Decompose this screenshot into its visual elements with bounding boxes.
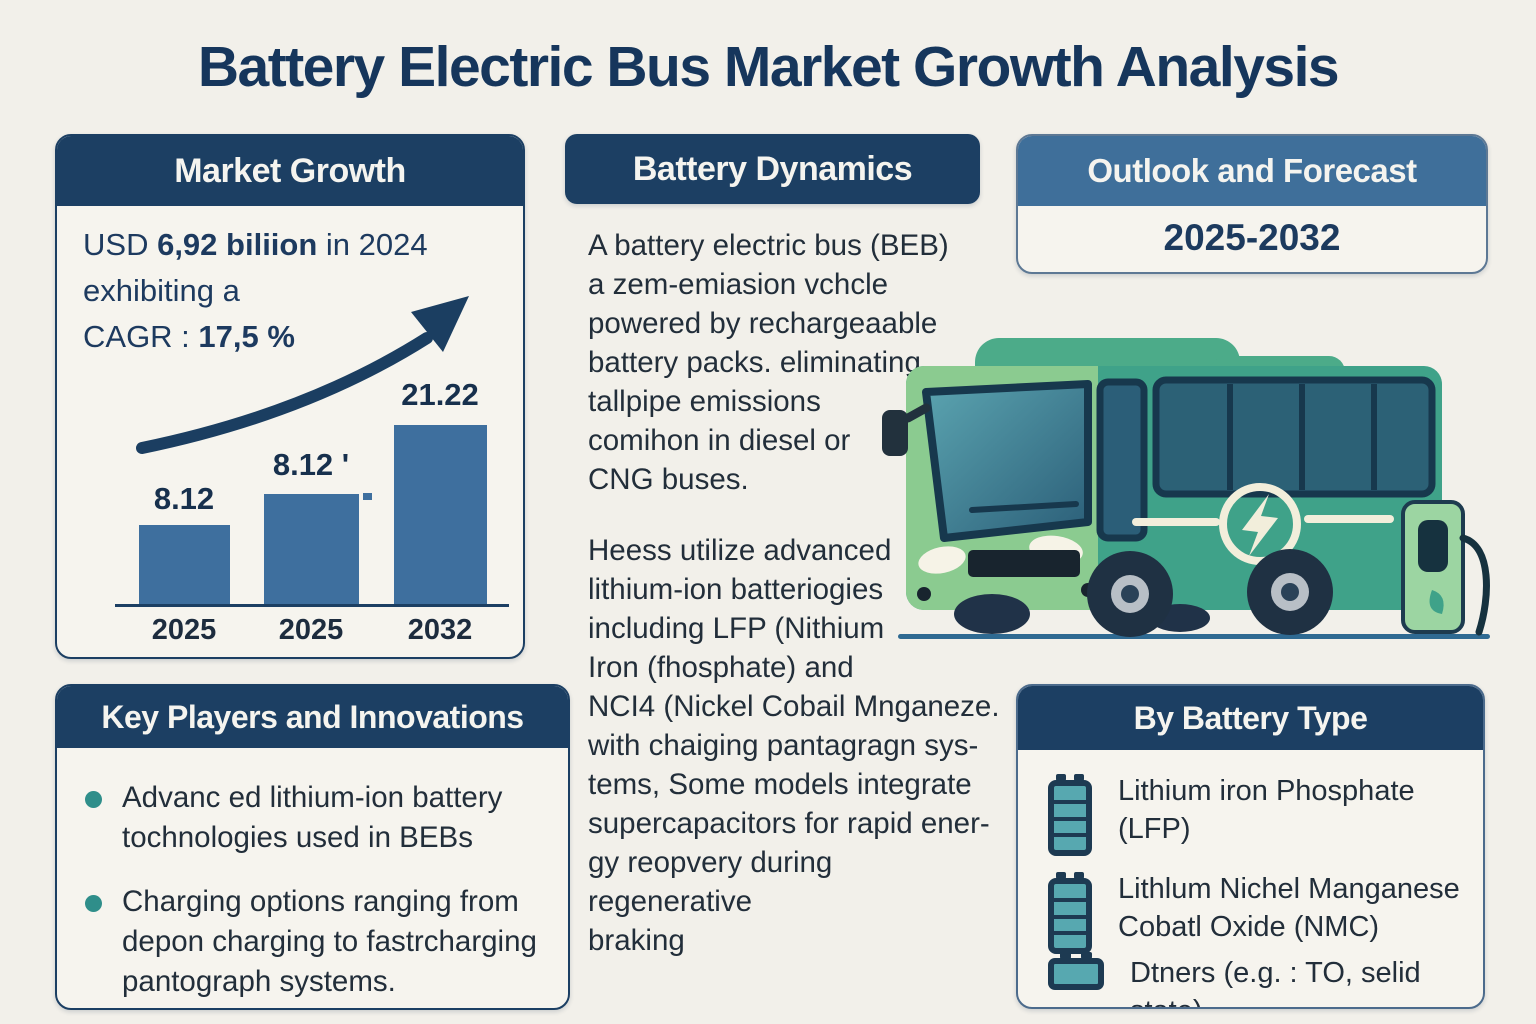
charging-station-icon <box>1401 500 1490 636</box>
battery-dynamics-paragraph-1: A battery electric bus (BEB) a zem-emias… <box>588 229 949 496</box>
bullet-text: Charging options ranging from depon char… <box>122 885 537 998</box>
battery-small-icon <box>1048 952 1104 990</box>
market-growth-header: Market Growth <box>57 136 523 206</box>
battery-type-panel: By Battery Type Lithium iron Phosphate (… <box>1016 684 1485 1009</box>
outlook-forecast-panel: Outlook and Forecast 2025-2032 <box>1016 134 1488 274</box>
wheel-icon <box>1087 551 1173 637</box>
battery-dynamics-paragraph-2: Heess utilize advanced lithium-ion batte… <box>588 534 1000 957</box>
forecast-range: 2025-2032 <box>1163 217 1341 258</box>
battery-tall-icon <box>1048 774 1092 856</box>
battery-type-header: By Battery Type <box>1018 686 1483 750</box>
wheel-icon <box>1247 549 1333 635</box>
key-players-list: Advanc ed lithium-ion battery tochnologi… <box>85 778 545 1008</box>
side-windows <box>1152 376 1436 498</box>
side-stripe <box>1132 518 1220 526</box>
bar-value-label: 8.12 <box>153 481 215 516</box>
bus-illustration <box>882 338 1490 639</box>
market-growth-panel: Market Growth USD 6,92 biliion in 2024 e… <box>55 134 525 659</box>
page-title: Battery Electric Bus Market Growth Analy… <box>197 35 1340 99</box>
bar-year-label: 2025 <box>278 614 344 646</box>
bullet-dot-icon <box>85 791 102 808</box>
market-size-value: 6,92 biliion <box>157 227 318 262</box>
headlight <box>918 546 966 574</box>
lightning-bolt-icon <box>1242 494 1278 556</box>
cagr-line: CAGR : 17,5 % <box>83 319 295 354</box>
bullet-dot-icon <box>85 895 102 912</box>
battery-type-label: Lithlum Nichel Manganese Cobatl Oxide (N… <box>1118 873 1460 943</box>
ev-emblem <box>1219 483 1301 565</box>
battery-tall-icon <box>1048 872 1092 954</box>
bar-value-label: 21.22 <box>401 377 479 412</box>
list-item: Dtners (e.g. : TO, selid state) <box>1048 952 1483 1007</box>
exhibiting-line: exhibiting a <box>83 273 240 308</box>
wiper <box>969 501 1079 513</box>
list-item: Charging options ranging from depon char… <box>85 882 545 1002</box>
bar-2032 <box>394 425 487 604</box>
battery-type-label: Dtners (e.g. : TO, selid state) <box>1130 957 1421 1007</box>
bullet-text: Advanc ed lithium-ion battery tochnologi… <box>122 781 503 854</box>
battery-type-label: Lithium iron Phosphate (LFP) <box>1118 775 1415 845</box>
market-size-line: USD 6,92 biliion in 2024 <box>83 227 428 262</box>
cagr-value: 17,5 % <box>198 319 295 354</box>
bar-tick-mark <box>363 493 372 500</box>
key-players-header: Key Players and Innovations <box>57 686 568 748</box>
list-item: Lithium iron Phosphate (LFP) <box>1048 772 1415 856</box>
chart-axis <box>115 604 509 607</box>
ground-line <box>898 634 1490 639</box>
key-players-panel: Key Players and Innovations Advanc ed li… <box>55 684 570 1010</box>
side-stripe <box>1304 515 1394 523</box>
windshield <box>922 380 1092 542</box>
front-grille <box>968 550 1080 577</box>
bar-year-label: 2032 <box>407 614 473 646</box>
list-item: Advanc ed lithium-ion battery tochnologi… <box>85 778 545 858</box>
market-growth-summary: USD 6,92 biliion in 2024 exhibiting a CA… <box>83 222 428 360</box>
battery-dynamics-header: Battery Dynamics <box>565 134 980 204</box>
outlook-forecast-header: Outlook and Forecast <box>1018 136 1486 206</box>
bar-year-label: 2025 <box>151 614 217 646</box>
bar-value-label: 8.12 ' <box>272 447 350 482</box>
bar-2025-a <box>139 525 230 604</box>
side-mirror-icon <box>882 410 908 456</box>
door-window <box>1096 378 1148 542</box>
wheel-arch <box>954 594 1030 634</box>
bar-2025-b <box>264 494 359 604</box>
list-item: Lithlum Nichel Manganese Cobatl Oxide (N… <box>1048 870 1460 954</box>
battery-dynamics-text: A battery electric bus (BEB) a zem-emias… <box>588 226 1000 957</box>
growth-arrow-icon <box>136 296 469 454</box>
